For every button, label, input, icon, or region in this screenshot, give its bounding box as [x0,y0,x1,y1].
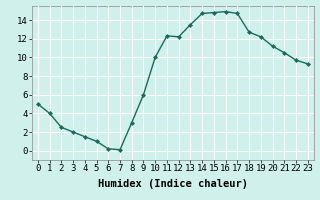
X-axis label: Humidex (Indice chaleur): Humidex (Indice chaleur) [98,179,248,189]
